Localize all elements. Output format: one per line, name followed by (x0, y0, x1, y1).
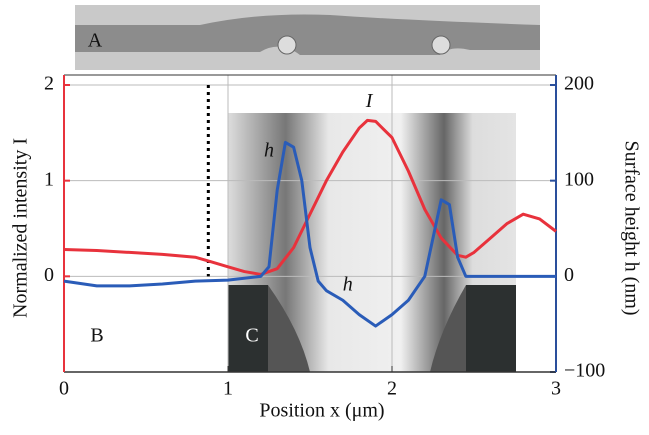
annotation: h (343, 273, 353, 295)
y-tick-label: 2 (44, 73, 54, 95)
x-tick-label: 0 (59, 378, 69, 400)
series-line (63, 140, 556, 328)
annotation: h (264, 140, 274, 162)
y2-axis-label: Surface height h (nm) (620, 141, 642, 316)
y2-tick-label: 100 (564, 168, 594, 190)
y-tick-label: 0 (44, 264, 54, 286)
panel-label: B (90, 325, 103, 347)
y2-tick-label: −100 (564, 360, 605, 382)
y2-tick-label: 200 (564, 73, 594, 95)
y2-tick-label: 0 (564, 264, 574, 286)
panel-label: A (88, 30, 103, 52)
x-tick-label: 2 (387, 378, 397, 400)
x-tick-label: 1 (223, 378, 233, 400)
image-c (228, 113, 516, 372)
panel-label: C (245, 325, 258, 347)
x-tick-label: 3 (551, 378, 561, 400)
series-line (63, 118, 557, 276)
x-axis-label: Position x (μm) (259, 400, 384, 422)
annotation: I (365, 90, 374, 112)
y-axis-label: Normalized intensity I (10, 138, 32, 318)
image-a (75, 5, 540, 70)
y-tick-label: 1 (44, 168, 54, 190)
